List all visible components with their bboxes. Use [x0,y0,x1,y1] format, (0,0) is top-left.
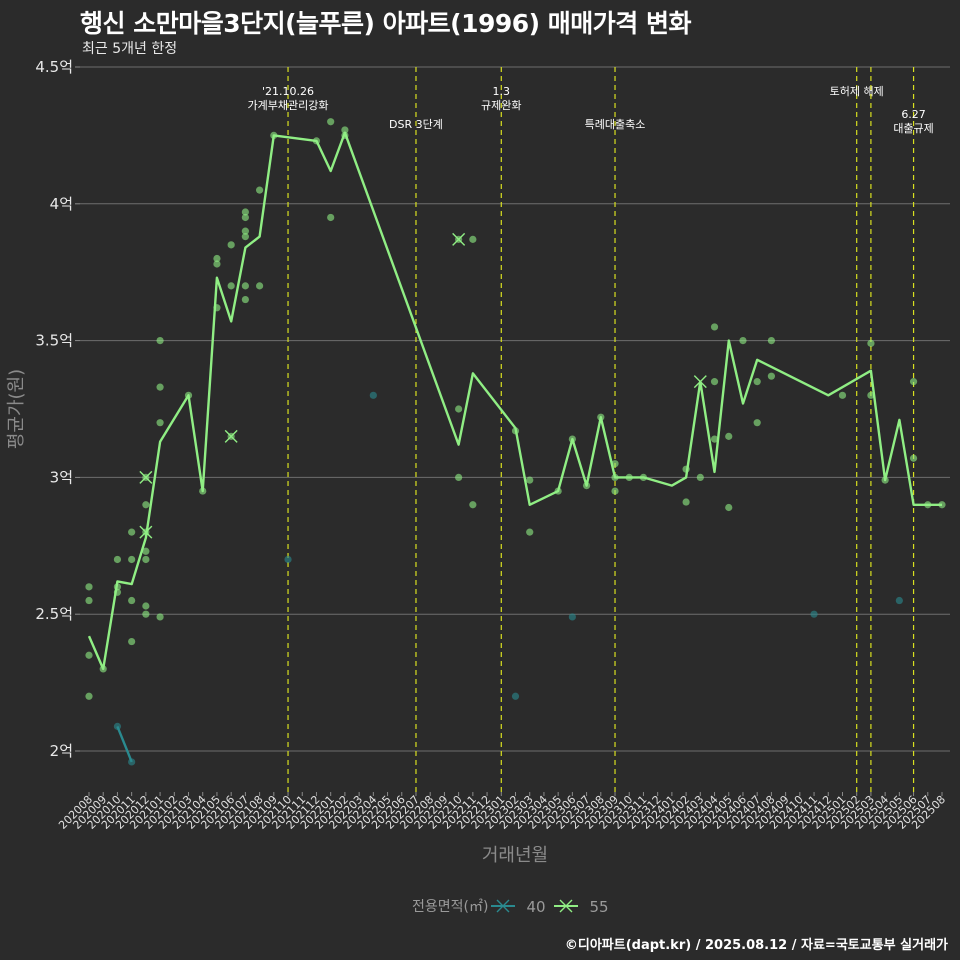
cross-marker [452,232,466,246]
data-point-55 [327,213,335,222]
y-tick-label: 4억 [50,195,73,213]
data-point-55 [725,432,733,440]
data-point-55 [213,254,221,263]
data-point-55 [469,501,477,509]
data-point-55 [128,637,136,646]
data-point-40 [369,391,377,399]
legend-label-55: 55 [589,898,608,916]
data-point-55 [241,208,249,216]
data-point-55 [142,555,150,564]
data-point-55 [838,391,847,399]
data-point-55 [241,295,249,304]
data-point-55 [739,337,747,345]
data-point-55 [696,473,704,481]
cross-marker [224,429,238,443]
policy-event-label: DSR 3단계 [389,118,443,131]
data-point-55 [142,602,150,610]
data-point-55 [909,454,918,462]
data-point-55 [156,337,164,345]
data-point-55 [682,498,690,506]
data-point-55 [113,555,122,564]
legend-key-cross-40 [496,899,510,913]
data-point-55 [241,233,249,241]
data-point-55 [241,282,249,290]
series-line-40 [116,725,133,763]
data-point-55 [710,323,719,331]
data-point-55 [156,419,164,427]
policy-event-label: 가계부채관리강화 [248,99,329,112]
data-point-55 [341,126,349,134]
data-point-55 [85,651,93,659]
policy-event-label: 6.27 [901,108,926,121]
data-point-55 [256,282,264,290]
cross-marker [139,525,153,539]
data-point-55 [142,610,150,618]
data-point-55 [142,501,150,509]
y-tick-label: 2.5억 [35,605,73,623]
legend-title: 전용면적(㎡) [412,899,488,915]
y-tick-label: 2억 [50,742,73,760]
data-point-55 [327,118,335,126]
data-point-55 [753,419,761,427]
data-point-55 [753,378,761,386]
data-point-40 [511,692,520,700]
data-point-55 [85,596,93,605]
y-tick-label: 3.5억 [35,332,73,350]
data-point-55 [710,435,719,443]
data-point-40 [810,610,818,618]
chart-subtitle: 최근 5개년 한정 [82,41,178,57]
y-tick-label: 4.5억 [35,58,73,76]
data-point-55 [85,692,93,700]
y-tick-label: 3억 [50,468,73,486]
data-point-55 [128,528,136,536]
data-point-55 [909,378,918,386]
data-point-55 [455,405,463,413]
data-point-55 [241,227,249,235]
cross-marker [693,375,707,389]
data-point-55 [156,613,164,621]
data-point-55 [710,378,719,386]
chart-title: 행신 소만마을3단지(늘푸른) 아파트(1996) 매매가격 변화 [80,9,692,38]
data-point-55 [455,473,463,481]
policy-event-label: 대출규제 [893,122,933,135]
data-point-55 [256,186,264,194]
data-point-40 [895,596,903,605]
y-axis-label: 평균가(원) [6,369,27,449]
data-point-55 [85,583,93,591]
x-axis-label: 거래년월 [482,845,548,866]
price-chart: 2억2.5억3억3.5억4억4.5억평균가(원)2020082020092020… [6,58,950,916]
policy-event-label: 토허제 해제 [830,84,884,98]
policy-event-label: 특례대출축소 [585,118,646,131]
legend-key-cross-55 [559,899,573,913]
data-point-55 [128,596,136,605]
data-point-55 [128,555,136,564]
data-point-55 [213,260,221,268]
series-line-55 [87,131,942,671]
data-point-55 [227,282,235,290]
data-point-55 [867,339,875,347]
cross-marker [139,470,153,484]
data-point-55 [241,213,249,222]
legend-label-40: 40 [526,898,545,916]
data-point-55 [526,476,534,484]
data-point-40 [568,613,576,621]
policy-event-label: 규제완화 [481,99,521,112]
source-credit: ©디아파트(dapt.kr) / 2025.08.12 / 자료=국토교통부 실… [564,938,948,953]
data-point-55 [611,487,619,495]
data-point-55 [526,528,534,536]
data-point-55 [767,372,776,380]
data-point-55 [156,383,164,391]
data-point-55 [142,547,150,555]
data-point-55 [725,503,733,512]
data-point-55 [469,235,477,243]
data-point-55 [227,241,235,249]
data-point-55 [767,337,776,345]
policy-event-label: '21.10.26 [262,85,314,98]
data-point-40 [284,555,292,564]
policy-event-label: 1.3 [493,85,511,98]
